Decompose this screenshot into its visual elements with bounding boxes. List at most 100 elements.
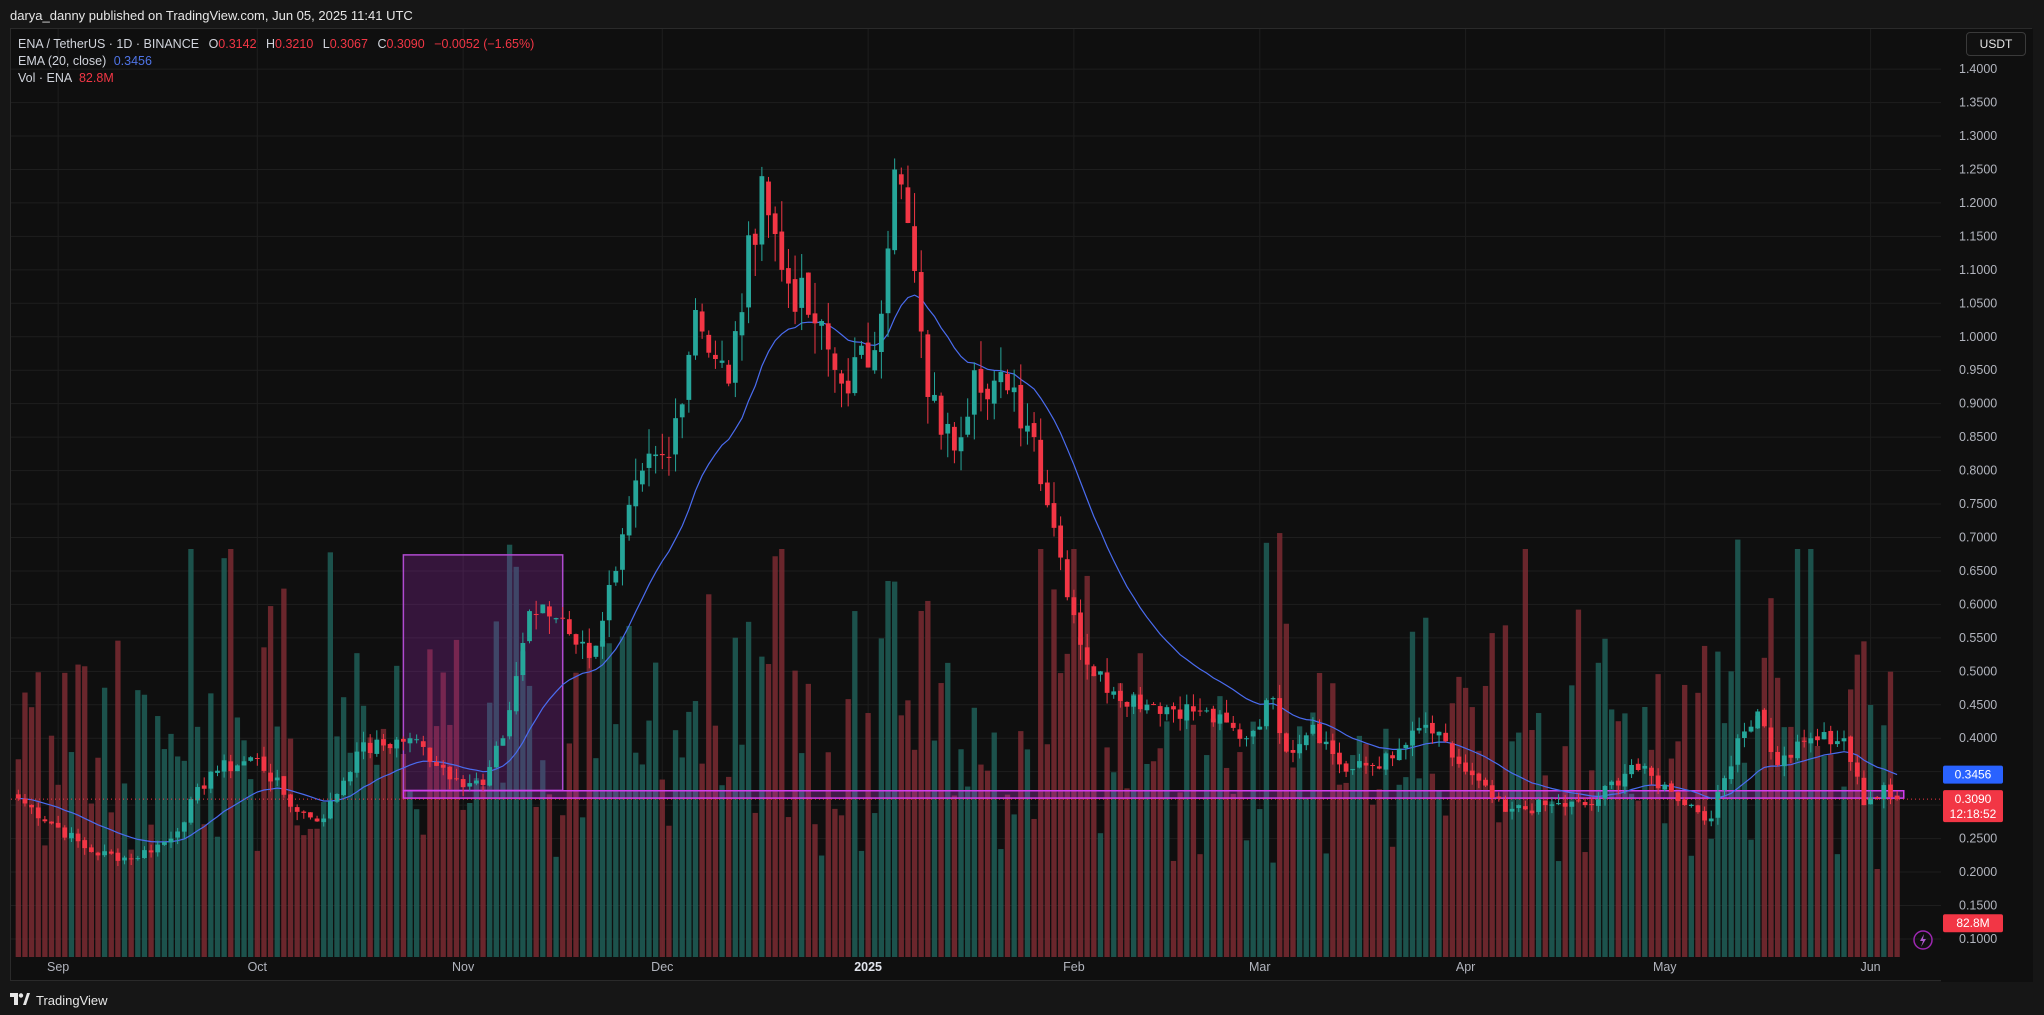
candle-body	[547, 606, 552, 617]
currency-unit-button[interactable]: USDT	[1966, 32, 2026, 56]
candle-body	[427, 747, 433, 762]
candle-body	[1609, 781, 1615, 786]
volume-bar	[1755, 715, 1761, 957]
candle-body	[175, 831, 181, 838]
candle-body	[274, 777, 280, 781]
published-text: darya_danny published on TradingView.com…	[10, 8, 413, 23]
volume-bar	[686, 711, 692, 957]
candle-body	[958, 437, 964, 452]
candle-body	[533, 613, 539, 615]
candle-body	[819, 321, 825, 326]
price-chart[interactable]: 0.10000.15000.20000.25000.30000.35000.40…	[11, 29, 2033, 982]
volume-bar	[652, 662, 659, 957]
volume-bar	[1270, 862, 1276, 957]
volume-bar	[1887, 671, 1894, 957]
candle-body	[1151, 704, 1156, 706]
volume-bar	[772, 556, 778, 957]
volume-bar	[1389, 846, 1396, 957]
candle-body	[832, 353, 838, 370]
candle-body	[1775, 751, 1781, 765]
candle-body	[434, 762, 439, 766]
candle-body	[354, 751, 360, 773]
volume-bar	[208, 693, 214, 957]
candle-body	[726, 364, 732, 384]
candle-body	[474, 780, 479, 784]
price-tick-label: 0.5500	[1959, 631, 1997, 645]
volume-bar	[121, 783, 128, 957]
volume-bar	[1881, 725, 1887, 957]
volume-bar	[1622, 713, 1628, 957]
candle-body	[102, 851, 108, 856]
volume-bar	[1277, 533, 1283, 957]
candle-body	[128, 858, 134, 860]
volume-bar	[533, 806, 539, 957]
candle-body	[294, 807, 300, 812]
volume-bar	[1204, 755, 1210, 957]
candle-body	[1290, 750, 1296, 753]
volume-bar	[1217, 696, 1223, 957]
candle-body	[527, 611, 532, 642]
candle-body	[1682, 799, 1688, 805]
candle-body	[932, 394, 937, 401]
volume-bar	[951, 795, 958, 957]
volume-bar	[852, 611, 858, 957]
candle-body	[1390, 755, 1395, 759]
volume-bar	[1821, 755, 1827, 957]
candle-body	[1821, 732, 1827, 740]
candle-body	[812, 313, 818, 324]
price-tick-label: 1.4000	[1959, 62, 1997, 76]
volume-bar	[1144, 763, 1150, 957]
volume-bar	[566, 743, 573, 957]
volume-bar	[340, 697, 347, 957]
volume-bar	[447, 724, 453, 957]
volume-bar	[42, 845, 48, 957]
lightning-icon[interactable]	[1913, 930, 1933, 950]
candle-body	[1031, 423, 1037, 438]
candle-body	[1104, 672, 1110, 693]
volume-bar	[281, 588, 287, 957]
volume-bar	[1814, 746, 1821, 957]
candle-body	[188, 798, 194, 823]
volume-bar	[1774, 677, 1781, 957]
volume-bar	[201, 824, 207, 957]
candle-body	[95, 852, 101, 856]
candle-body	[1669, 783, 1674, 792]
volume-bar	[739, 744, 745, 957]
volume-bar	[1124, 788, 1130, 957]
candle-body	[228, 761, 234, 772]
volume-bar	[1350, 755, 1356, 957]
candle-body	[1303, 735, 1309, 746]
volume-bar	[1011, 814, 1017, 957]
candle-body	[42, 819, 48, 822]
candle-body	[35, 807, 41, 819]
volume-bar	[1768, 598, 1774, 957]
volume-bar	[938, 683, 944, 957]
volume-bar	[898, 715, 904, 957]
volume-bar	[931, 740, 938, 957]
volume-bar	[387, 747, 393, 957]
candle-body	[872, 350, 878, 371]
price-tick-label: 0.8500	[1959, 430, 1997, 444]
candle-body	[560, 617, 566, 619]
volume-bar	[1662, 823, 1668, 957]
candle-body	[1423, 724, 1429, 728]
volume-bar	[28, 707, 35, 957]
volume-bar	[745, 621, 752, 957]
candle-body	[1443, 732, 1449, 742]
candle-body	[865, 342, 871, 368]
candle-body	[1071, 597, 1077, 616]
volume-bar	[1409, 631, 1416, 957]
candle-body	[135, 858, 141, 860]
candle-body	[1874, 797, 1880, 799]
volume-bar	[1343, 782, 1349, 957]
volume-bar	[1436, 790, 1442, 957]
chart-panel[interactable]: 0.10000.15000.20000.25000.30000.35000.40…	[10, 28, 2033, 982]
candle-body	[1018, 384, 1024, 429]
volume-bar	[891, 581, 898, 957]
candle-body	[1761, 709, 1767, 727]
time-axis[interactable]: Sep Oct Nov Dec 2025 Feb Mar Apr May Jun	[47, 960, 1881, 974]
candle-body	[1748, 726, 1754, 732]
candle-body	[1755, 711, 1761, 729]
candle-body	[852, 357, 858, 394]
price-axis[interactable]: 0.10000.15000.20000.25000.30000.35000.40…	[1941, 29, 2033, 982]
